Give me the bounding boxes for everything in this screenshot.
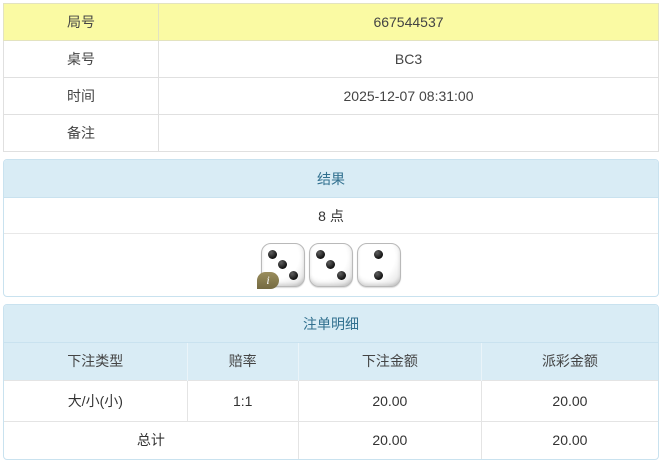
odds-column-header: 赔率 xyxy=(186,343,299,380)
payout-amount-value: 20.00 xyxy=(480,379,658,421)
image-info-badge-icon[interactable]: i xyxy=(257,272,279,289)
remark-label: 备注 xyxy=(3,114,159,152)
result-panel: 结果 8 点 i xyxy=(3,159,659,297)
bet-details-panel: 注单明细 下注类型 赔率 下注金额 派彩金额 大/小(小) 1:1 20.00 … xyxy=(3,304,659,460)
table-row-remark: 备注 xyxy=(3,114,659,152)
die-pip xyxy=(315,249,325,259)
round-id-label: 局号 xyxy=(3,3,159,41)
die-face-3 xyxy=(309,243,353,287)
die-pip xyxy=(267,249,277,259)
die-pip xyxy=(289,271,299,281)
time-label: 时间 xyxy=(3,77,159,115)
round-id-value: 667544537 xyxy=(158,3,659,41)
bet-amount-column-header: 下注金额 xyxy=(297,343,482,380)
die-pip xyxy=(337,271,347,281)
die-pip xyxy=(278,260,288,270)
table-row-table-id: 桌号 BC3 xyxy=(3,40,659,78)
bet-details-table: 下注类型 赔率 下注金额 派彩金额 大/小(小) 1:1 20.00 20.00… xyxy=(4,343,658,459)
bet-amount-value: 20.00 xyxy=(297,379,482,421)
table-id-value: BC3 xyxy=(158,40,659,78)
remark-value xyxy=(158,114,659,152)
table-id-label: 桌号 xyxy=(3,40,159,78)
odds-value: 1:1 xyxy=(186,379,299,421)
die-pip xyxy=(374,271,384,281)
payout-amount-column-header: 派彩金额 xyxy=(480,343,658,380)
total-payout-amount: 20.00 xyxy=(480,420,658,459)
total-bet-amount: 20.00 xyxy=(297,420,482,459)
result-panel-title: 结果 xyxy=(4,160,658,198)
result-points: 8 点 xyxy=(4,198,658,234)
bet-table-header-row: 下注类型 赔率 下注金额 派彩金额 xyxy=(4,343,658,380)
die-face-3: i xyxy=(257,243,305,289)
dice-row: i xyxy=(4,234,658,296)
die-pip xyxy=(326,260,336,270)
total-row: 总计 20.00 20.00 xyxy=(4,420,658,459)
bet-type-value: 大/小(小) xyxy=(4,379,188,421)
time-value: 2025-12-07 08:31:00 xyxy=(158,77,659,115)
die-pip xyxy=(374,249,384,259)
table-row-time: 时间 2025-12-07 08:31:00 xyxy=(3,77,659,115)
game-info-table: 局号 667544537 桌号 BC3 时间 2025-12-07 08:31:… xyxy=(3,3,659,152)
table-row-round-id: 局号 667544537 xyxy=(3,3,659,41)
bet-type-column-header: 下注类型 xyxy=(4,343,188,380)
die-face-2 xyxy=(357,243,401,287)
total-label: 总计 xyxy=(4,420,299,459)
bet-details-title: 注单明细 xyxy=(4,305,658,343)
bet-row: 大/小(小) 1:1 20.00 20.00 xyxy=(4,379,658,421)
